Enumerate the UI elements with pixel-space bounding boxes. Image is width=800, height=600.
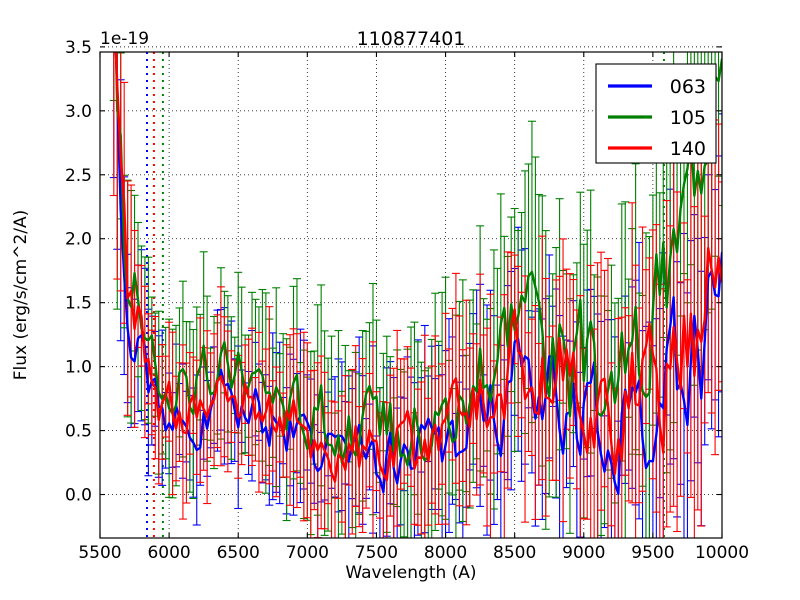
legend-label-105: 105	[670, 107, 706, 129]
page-title: 110877401	[357, 28, 466, 50]
y-tick-label: 2.0	[65, 230, 92, 250]
legend[interactable]: 063 105 140	[595, 63, 717, 164]
y-tick-label: 0.0	[65, 486, 92, 506]
y-tick-label: 0.5	[65, 422, 92, 442]
y-tick-label: 3.5	[65, 38, 92, 58]
x-tick-label: 7500	[355, 543, 398, 563]
x-tick-label: 7000	[286, 543, 329, 563]
legend-label-140: 140	[670, 138, 706, 160]
x-tick-label: 9500	[631, 543, 674, 563]
y-tick-label: 1.0	[65, 358, 92, 378]
x-axis-label: Wavelength (A)	[345, 563, 476, 583]
x-tick-label: 9000	[562, 543, 605, 563]
x-tick-label: 5500	[78, 543, 121, 563]
x-tick-label: 8000	[424, 543, 467, 563]
y-tick-label: 1.5	[65, 294, 92, 314]
x-tick-label: 6500	[217, 543, 260, 563]
x-tick-label: 6000	[147, 543, 190, 563]
x-tick-label: 10000	[695, 543, 749, 563]
legend-label-063: 063	[670, 76, 706, 98]
data-series	[114, 52, 722, 496]
y-axis-label: Flux (erg/s/cm^2/A)	[11, 210, 31, 381]
x-tick-label: 8500	[493, 543, 536, 563]
axes-frame	[99, 51, 723, 539]
y-tick-label: 2.5	[65, 166, 92, 186]
axis-ticks: 5500 6000 6500 7000 7500 8000 8500 9000 9500 1000…	[65, 38, 749, 563]
y-axis-offset-text: 1e-19	[100, 29, 149, 49]
y-tick-label: 3.0	[65, 102, 92, 122]
